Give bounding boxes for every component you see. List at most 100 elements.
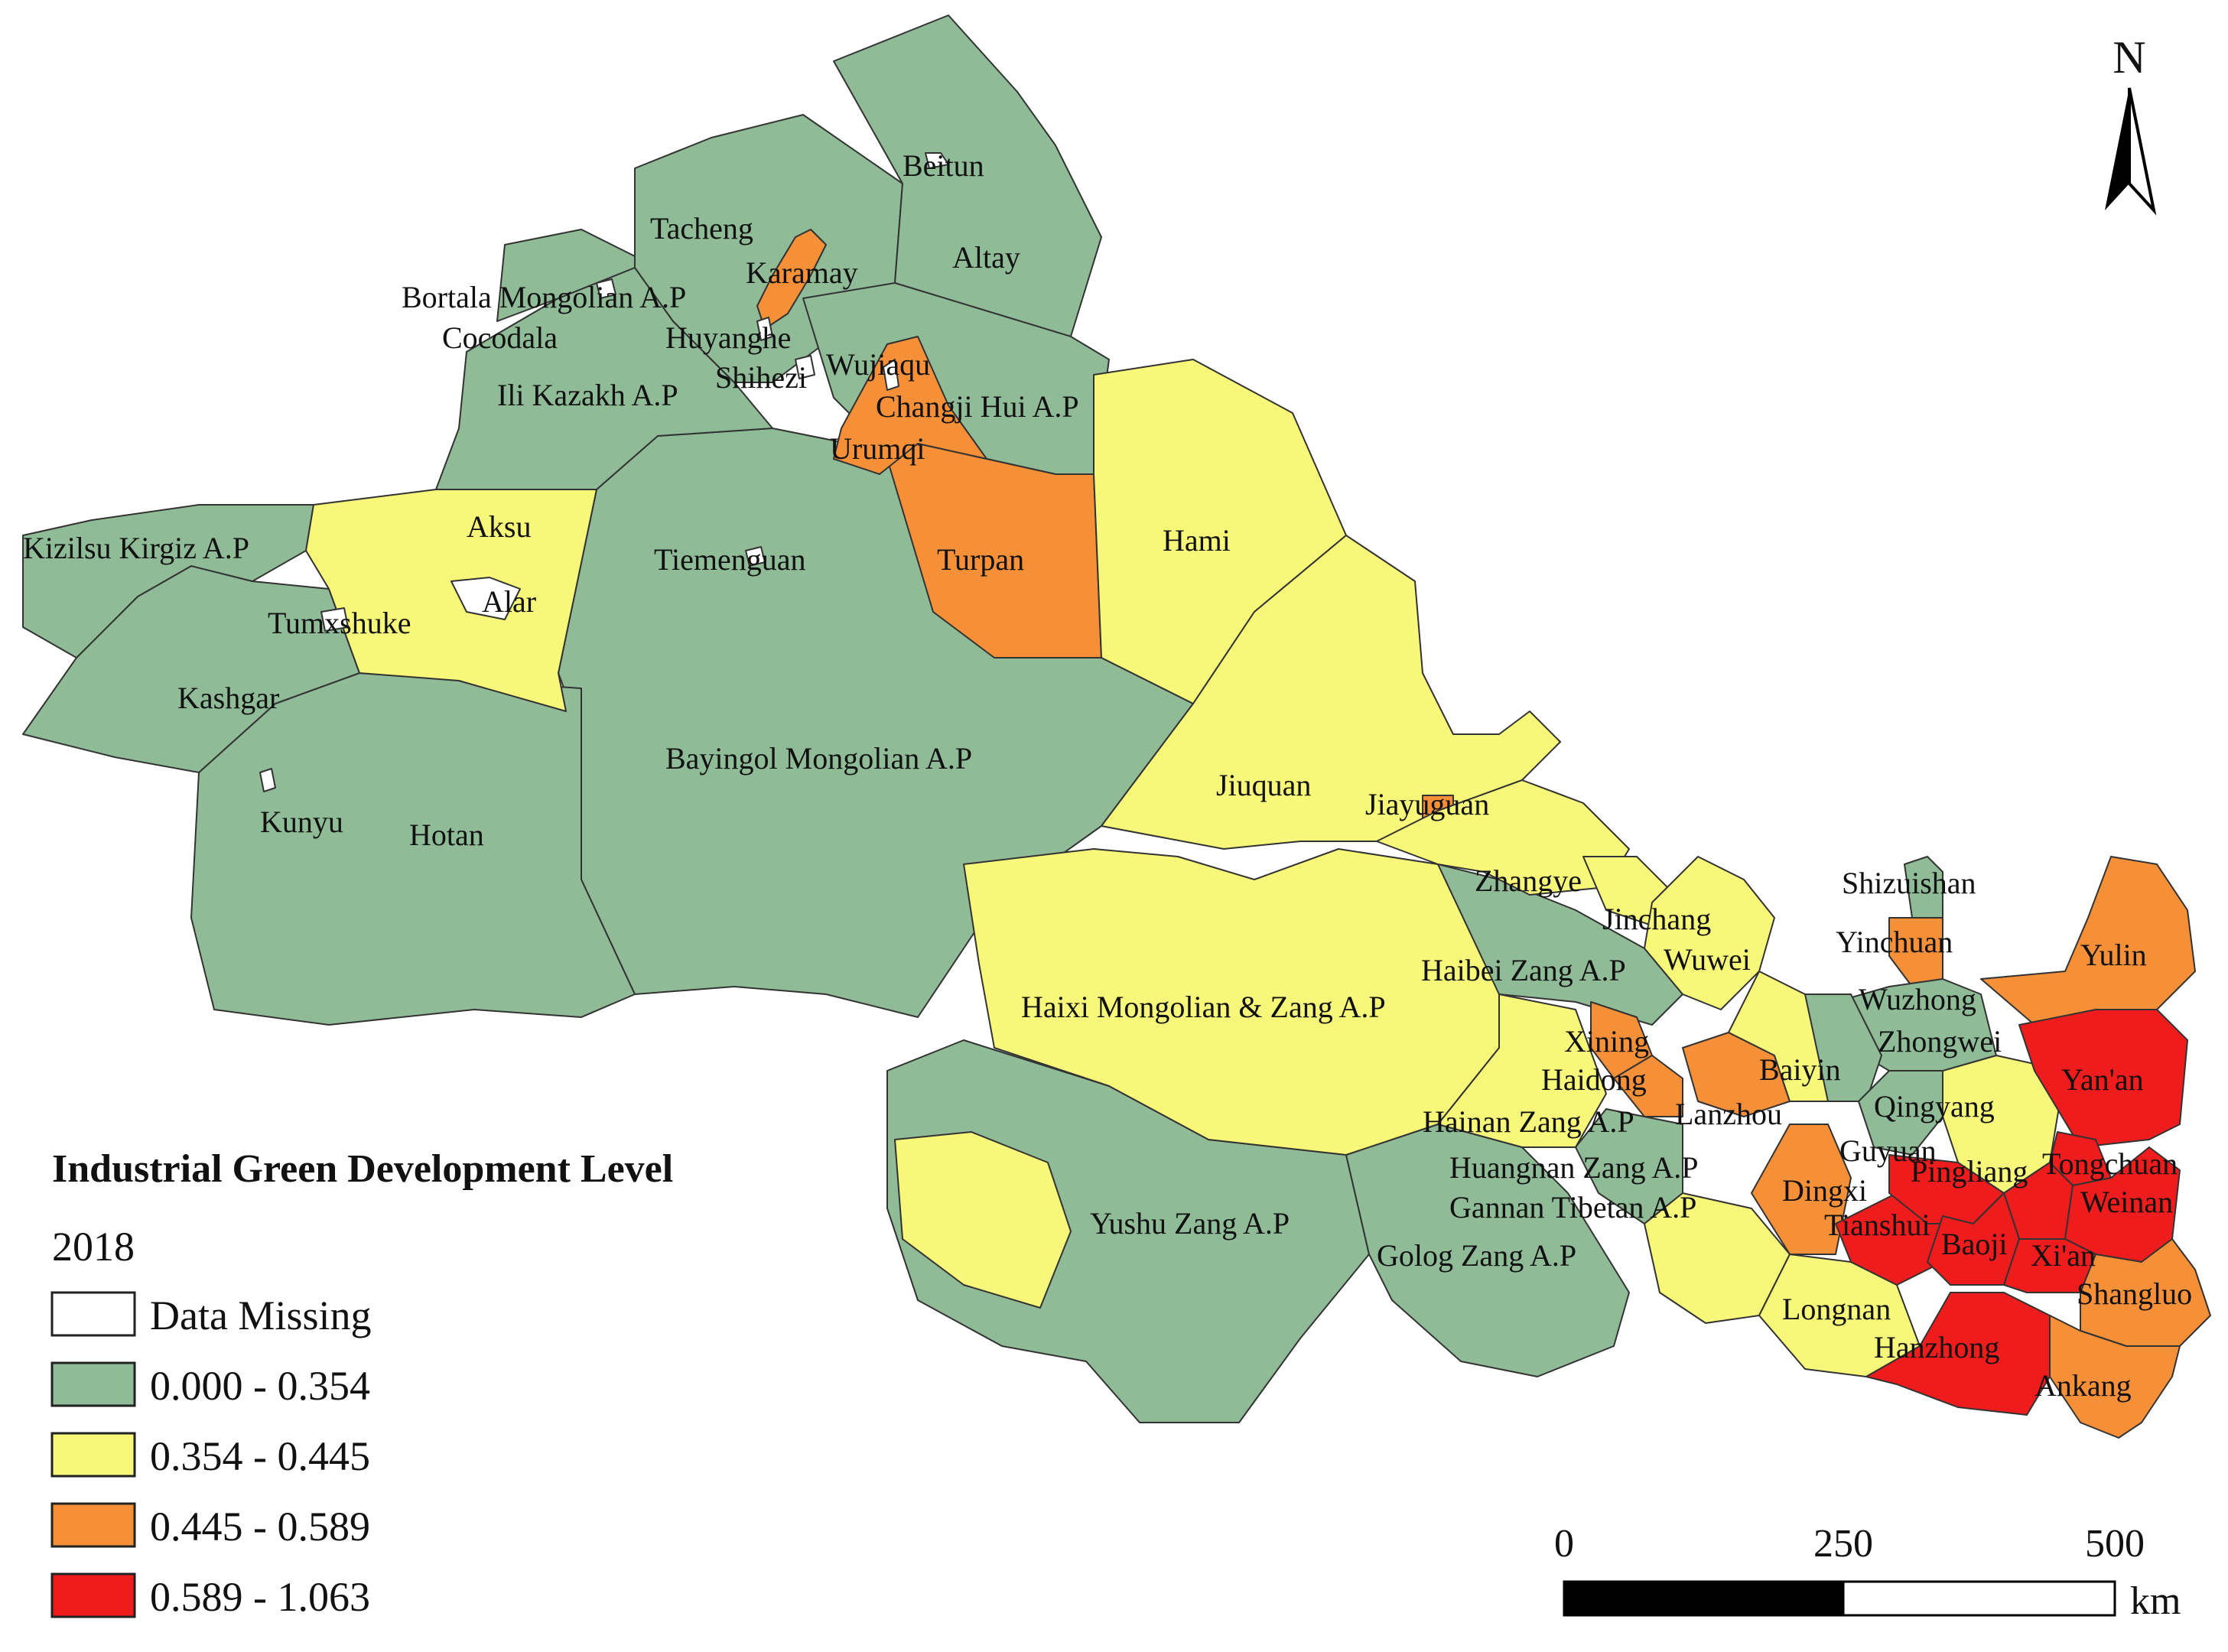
label-wuwei: Wuwei xyxy=(1664,942,1751,977)
region-tumxshuke[interactable] xyxy=(320,607,349,632)
label-yanan: Yan'an xyxy=(2061,1062,2144,1097)
label-wujiaqu: Wujiaqu xyxy=(826,347,930,382)
label-huangnan: Huangnan Zang A.P xyxy=(1449,1150,1699,1185)
label-tacheng: Tacheng xyxy=(650,211,753,246)
legend-label-c3: 0.445 - 0.589 xyxy=(150,1504,370,1550)
label-jiuquan: Jiuquan xyxy=(1216,768,1311,802)
label-shizuishan: Shizuishan xyxy=(1842,866,1976,900)
legend: Industrial Green Development Level 2018 … xyxy=(50,1147,673,1620)
label-qingyang: Qingyang xyxy=(1874,1089,1995,1124)
label-haixi: Haixi Mongolian & Zang A.P xyxy=(1021,990,1386,1024)
label-bortala: Bortala Mongolian A.P xyxy=(402,280,686,314)
label-urumqi: Urumqi xyxy=(830,431,925,466)
region-guyuan[interactable] xyxy=(1858,1070,1943,1156)
label-huyanghe: Huyanghe xyxy=(665,320,791,355)
label-karamay: Karamay xyxy=(746,255,858,290)
label-wuzhong: Wuzhong xyxy=(1859,982,1976,1016)
label-baoji: Baoji xyxy=(1941,1227,2008,1261)
label-zhongwei: Zhongwei xyxy=(1878,1024,2002,1059)
north-label: N xyxy=(2113,32,2145,83)
label-hotan: Hotan xyxy=(409,818,484,852)
label-kashgar: Kashgar xyxy=(177,681,279,715)
north-arrow-left-half xyxy=(2105,88,2129,210)
north-arrow-icon: N xyxy=(2105,32,2157,216)
region-altay[interactable] xyxy=(833,15,1102,337)
region-beitun[interactable] xyxy=(925,152,949,169)
label-turpan: Turpan xyxy=(937,542,1024,577)
scale-unit: km xyxy=(2130,1579,2181,1623)
label-tumxshuke: Tumxshuke xyxy=(268,606,411,640)
label-lanzhou: Lanzhou xyxy=(1675,1097,1782,1131)
label-shihezi: Shihezi xyxy=(715,360,807,395)
legend-swatch-c4 xyxy=(50,1572,136,1618)
label-hami: Hami xyxy=(1163,523,1231,558)
region-kizilsu[interactable] xyxy=(22,504,314,659)
label-tiemenguan: Tiemenguan xyxy=(654,542,806,577)
label-xian: Xi'an xyxy=(2031,1238,2096,1273)
label-yinchuan: Yinchuan xyxy=(1836,925,1953,959)
legend-label-missing: Data Missing xyxy=(150,1293,372,1338)
label-gannan: Gannan Tibetan A.P xyxy=(1449,1190,1696,1224)
label-bayingol: Bayingol Mongolian A.P xyxy=(665,741,972,776)
region-haidong[interactable] xyxy=(1613,1055,1683,1117)
region-karamay[interactable] xyxy=(756,229,827,330)
legend-swatch-c3 xyxy=(50,1502,136,1548)
legend-label-c4: 0.589 - 1.063 xyxy=(150,1574,370,1620)
label-zhangye: Zhangye xyxy=(1475,863,1582,898)
region-cocodala[interactable] xyxy=(596,278,616,299)
region-shihezi[interactable] xyxy=(795,355,815,379)
label-changji: Changji Hui A.P xyxy=(876,389,1079,424)
label-cocodala: Cocodala xyxy=(442,320,558,355)
labels-layer: Beitun Altay Tacheng Karamay Bortala Mon… xyxy=(23,148,2192,1403)
label-guyuan: Guyuan xyxy=(1839,1133,1937,1168)
label-aksu: Aksu xyxy=(467,509,531,544)
legend-label-c1: 0.000 - 0.354 xyxy=(150,1363,370,1409)
label-baiyin: Baiyin xyxy=(1759,1052,1841,1087)
label-altay: Altay xyxy=(952,240,1020,275)
label-alar: Alar xyxy=(482,584,536,619)
label-dingxi: Dingxi xyxy=(1782,1173,1867,1208)
scale-bar: 0 250 500 km xyxy=(1554,1522,2181,1623)
label-jiayuguan: Jiayuguan xyxy=(1365,787,1489,821)
region-hainan[interactable] xyxy=(1437,993,1607,1148)
legend-swatch-c1 xyxy=(50,1361,136,1407)
label-ili: Ili Kazakh A.P xyxy=(497,378,678,412)
legend-swatch-missing xyxy=(50,1291,136,1337)
legend-title: Industrial Green Development Level xyxy=(52,1147,673,1191)
legend-items: Data Missing 0.000 - 0.354 0.354 - 0.445 0.… xyxy=(50,1291,372,1620)
label-hanzhong: Hanzhong xyxy=(1874,1330,1999,1364)
region-tiemenguan[interactable] xyxy=(745,546,766,567)
region-kunyu[interactable] xyxy=(259,768,276,792)
region-yanan[interactable] xyxy=(2018,1009,2188,1148)
label-weinan: Weinan xyxy=(2080,1185,2173,1219)
region-shizuishan[interactable] xyxy=(1904,856,1943,919)
region-haixi-enclave[interactable] xyxy=(894,1131,1072,1309)
label-yulin: Yulin xyxy=(2080,938,2147,972)
label-jinchang: Jinchang xyxy=(1602,902,1711,936)
region-huyanghe[interactable] xyxy=(756,317,773,341)
label-golog: Golog Zang A.P xyxy=(1377,1238,1576,1273)
label-tianshui: Tianshui xyxy=(1824,1208,1930,1242)
label-haidong: Haidong xyxy=(1541,1062,1647,1097)
region-zhongwei[interactable] xyxy=(1804,993,1882,1102)
region-wujiaqu[interactable] xyxy=(883,359,899,391)
label-shangluo: Shangluo xyxy=(2077,1276,2192,1311)
label-hainan: Hainan Zang A.P xyxy=(1423,1104,1634,1139)
region-urumqi[interactable] xyxy=(833,336,987,475)
region-longnan[interactable] xyxy=(1758,1254,1921,1377)
scale-bar-black-segment xyxy=(1563,1580,1845,1617)
regions-layer xyxy=(22,15,2211,1439)
legend-label-c2: 0.354 - 0.445 xyxy=(150,1433,370,1479)
scale-tick-0: 0 xyxy=(1554,1522,1574,1566)
scale-tick-2: 500 xyxy=(2085,1522,2145,1566)
region-ankang[interactable] xyxy=(2049,1315,2181,1439)
label-yushu: Yushu Zang A.P xyxy=(1090,1206,1290,1241)
label-ankang: Ankang xyxy=(2034,1368,2132,1403)
label-haibei: Haibei Zang A.P xyxy=(1421,953,1626,987)
region-jiuquan[interactable] xyxy=(1101,535,1561,850)
region-alar[interactable] xyxy=(450,577,521,620)
north-arrow-right-half xyxy=(2128,87,2157,216)
scale-bar-white-segment xyxy=(1842,1580,2116,1617)
label-kizilsu: Kizilsu Kirgiz A.P xyxy=(23,531,249,565)
